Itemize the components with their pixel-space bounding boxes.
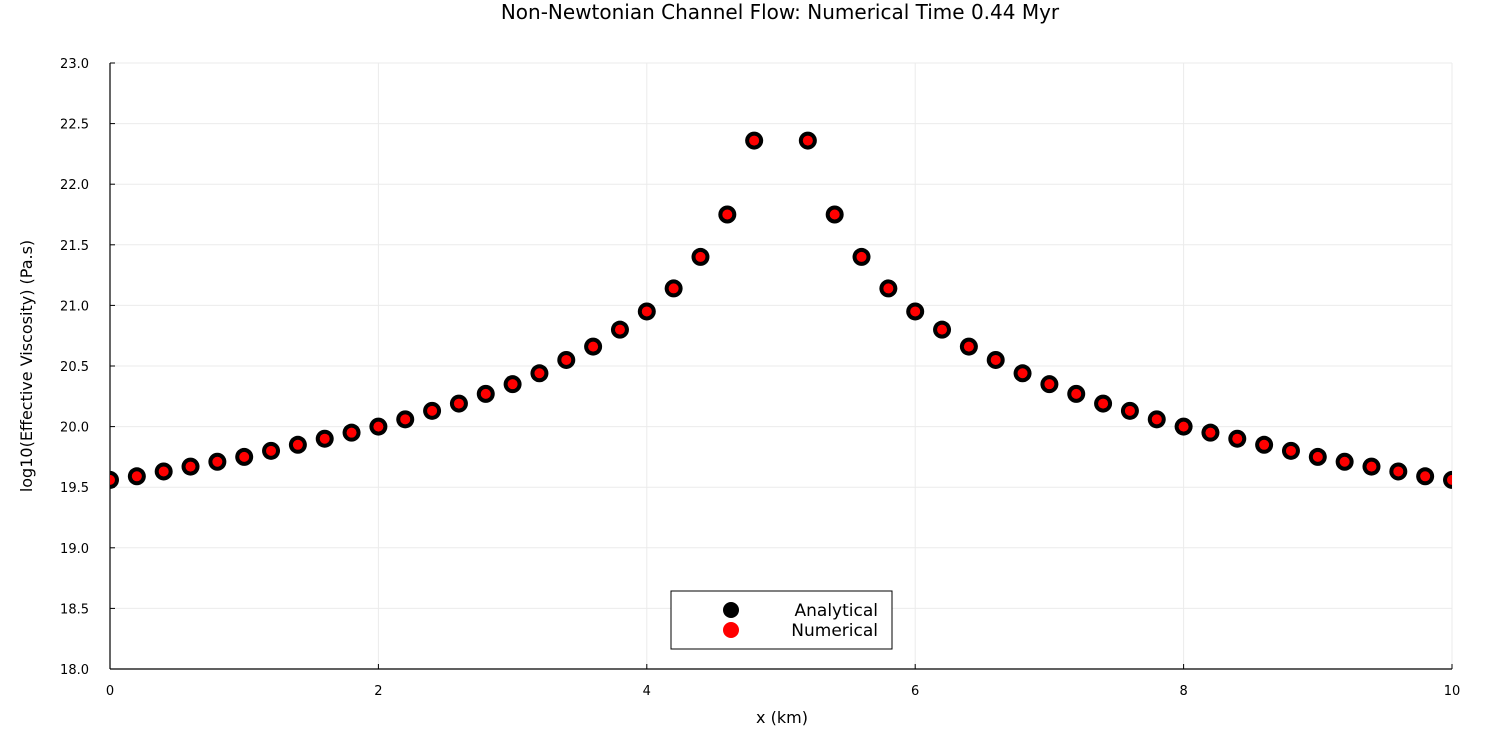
numerical-point [1393, 466, 1404, 477]
numerical-point [963, 341, 974, 352]
numerical-point [856, 251, 867, 262]
numerical-point [937, 324, 948, 335]
numerical-point [1232, 433, 1243, 444]
numerical-point [507, 379, 518, 390]
numerical-point [1071, 388, 1082, 399]
numerical-point [722, 209, 733, 220]
numerical-point [1151, 414, 1162, 425]
numerical-point [131, 471, 142, 482]
y-tick-label: 19.0 [60, 542, 89, 557]
numerical-point [641, 306, 652, 317]
numerical-point [534, 368, 545, 379]
y-tick-label: 21.0 [60, 299, 89, 314]
numerical-point [883, 283, 894, 294]
numerical-point [1366, 461, 1377, 472]
x-tick-label: 8 [1179, 684, 1187, 699]
numerical-point [668, 283, 679, 294]
y-tick-label: 18.0 [60, 663, 89, 678]
numerical-point [588, 341, 599, 352]
numerical-point [319, 433, 330, 444]
x-tick-label: 2 [374, 684, 382, 699]
x-tick-label: 10 [1444, 684, 1461, 699]
numerical-point [453, 398, 464, 409]
y-tick-label: 20.0 [60, 421, 89, 436]
x-axis-label: x (km) [756, 708, 808, 727]
numerical-point [1420, 471, 1431, 482]
numerical-point [802, 135, 813, 146]
y-tick-label: 19.5 [60, 481, 89, 496]
numerical-point [749, 135, 760, 146]
numerical-point [614, 324, 625, 335]
y-tick-label: 20.5 [60, 360, 89, 375]
y-axis-label: log10(Effective Viscosity) (Pa.s) [17, 240, 36, 492]
numerical-point [1124, 405, 1135, 416]
numerical-point [1098, 398, 1109, 409]
numerical-point [1285, 445, 1296, 456]
numerical-point [1339, 456, 1350, 467]
numerical-point [427, 405, 438, 416]
x-tick-label: 4 [643, 684, 651, 699]
numerical-point [373, 421, 384, 432]
data-points [110, 131, 1452, 489]
legend-label-numerical: Numerical [791, 621, 878, 641]
numerical-point [239, 451, 250, 462]
numerical-point [829, 209, 840, 220]
numerical-point [346, 427, 357, 438]
numerical-point [212, 456, 223, 467]
x-tick-label: 6 [911, 684, 919, 699]
numerical-point [1447, 474, 1452, 485]
chart-title: Non-Newtonian Channel Flow: Numerical Ti… [501, 0, 1060, 24]
grid-lines [109, 62, 1453, 670]
numerical-point [1017, 368, 1028, 379]
numerical-point [158, 466, 169, 477]
numerical-point [185, 461, 196, 472]
legend-marker-numerical [723, 622, 739, 638]
numerical-point [561, 354, 572, 365]
legend-box [670, 590, 893, 650]
legend-marker-analytical [723, 602, 739, 618]
numerical-point [110, 474, 115, 485]
numerical-point [1044, 379, 1055, 390]
numerical-point [1312, 451, 1323, 462]
y-tick-label: 22.0 [60, 178, 89, 193]
numerical-point [480, 388, 491, 399]
legend-label-analytical: Analytical [795, 601, 878, 621]
y-tick-label: 18.5 [60, 602, 89, 617]
numerical-point [1259, 439, 1270, 450]
numerical-point [990, 354, 1001, 365]
numerical-point [266, 445, 277, 456]
numerical-point [400, 414, 411, 425]
y-tick-label: 23.0 [60, 57, 89, 72]
legend: Analytical Numerical [670, 590, 893, 650]
numerical-point [695, 251, 706, 262]
x-tick-label: 0 [106, 684, 114, 699]
y-tick-label: 22.5 [60, 118, 89, 133]
numerical-point [1178, 421, 1189, 432]
numerical-point [1205, 427, 1216, 438]
numerical-point [910, 306, 921, 317]
axes [109, 63, 1452, 670]
y-tick-labels: 18.0 18.5 19.0 19.5 20.0 20.5 21.0 21.5 22.0 22.5… [60, 57, 89, 678]
y-tick-label: 21.5 [60, 239, 89, 254]
x-tick-labels: 0 2 4 6 8 10 [106, 684, 1460, 699]
numerical-point [292, 439, 303, 450]
